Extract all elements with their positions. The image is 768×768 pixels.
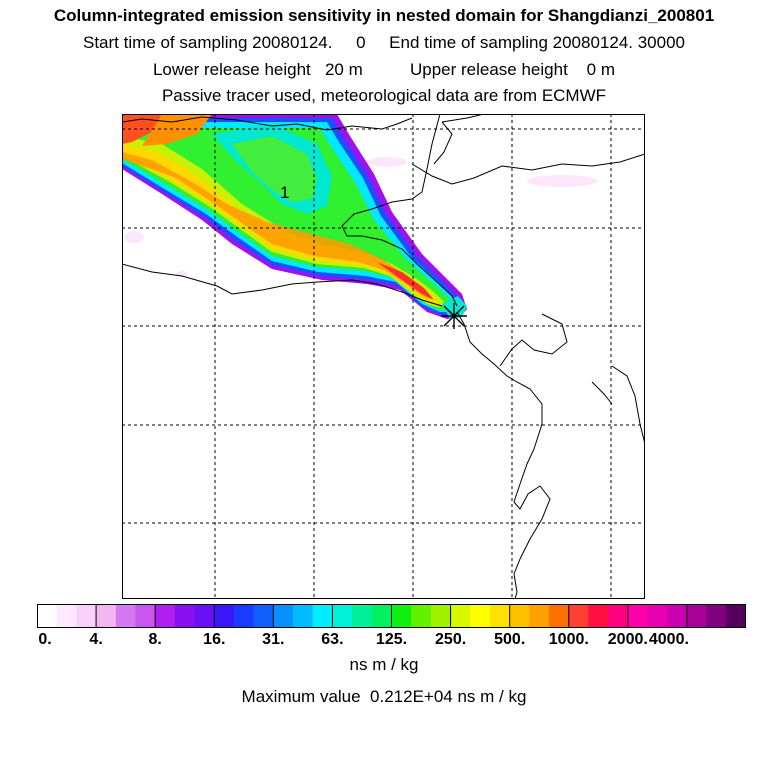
colorbar-tick-label: 250.	[435, 631, 467, 648]
colorbar-swatch	[726, 604, 746, 628]
colorbar-swatch	[489, 604, 511, 628]
emission-sensitivity-map: 1	[122, 114, 645, 599]
colorbar-swatch	[214, 604, 235, 628]
colorbar-swatch	[155, 604, 176, 628]
colorbar-swatch	[706, 604, 727, 628]
colorbar-swatch	[667, 604, 688, 628]
map-frame	[122, 114, 645, 599]
colorbar-swatch	[371, 604, 392, 628]
maximum-value: Maximum value 0.212E+04 ns m / kg	[241, 687, 527, 706]
colorbar-swatch	[37, 604, 58, 628]
colorbar-tick-label: 125.	[375, 631, 408, 648]
colorbar-tick-label: 31.	[262, 631, 285, 648]
sensitivity-plume	[122, 114, 467, 319]
tracer-info-line: Passive tracer used, meteorological data…	[161, 86, 607, 105]
colorbar-tick-label: 0.	[38, 631, 52, 648]
release-height-line: Lower release height 20 m Upper release …	[152, 60, 616, 79]
colorbar-tick-label: 16.	[203, 631, 226, 648]
colorbar-swatch	[233, 604, 255, 628]
colorbar-tick-label: 4000.	[648, 631, 689, 648]
colorbar-swatch	[686, 604, 708, 628]
colorbar-tick-label: 4.	[89, 631, 103, 648]
colorbar-swatch	[293, 604, 314, 628]
contour-label: 1	[280, 183, 289, 202]
colorbar-tick-label: 63.	[321, 631, 344, 648]
colorbar-tick-label: 8.	[148, 631, 162, 648]
colorbar-swatch	[76, 604, 97, 628]
colorbar-swatch	[568, 604, 589, 628]
colorbar-tick-label: 2000.	[607, 631, 648, 648]
colorbar-swatch	[430, 604, 452, 628]
sampling-time-line: Start time of sampling 20080124. 0 End t…	[83, 33, 685, 52]
colorbar-swatch	[253, 604, 274, 628]
colorbar-swatch	[56, 604, 77, 628]
colorbar-swatch	[470, 604, 491, 628]
colorbar-swatch	[174, 604, 196, 628]
colorbar-swatch	[647, 604, 668, 628]
colorbar-swatch	[332, 604, 353, 628]
colorbar-swatch	[549, 604, 570, 628]
lat-lon-grid	[122, 114, 645, 599]
colorbar-swatch	[529, 604, 550, 628]
colorbar-swatch	[135, 604, 156, 628]
station-star-icon	[441, 303, 467, 329]
low-sensitivity-patches	[124, 157, 597, 277]
colorbar-swatch	[509, 604, 530, 628]
colorbar-tick-label: 500.	[494, 631, 526, 648]
colorbar-swatch	[391, 604, 412, 628]
coastlines	[122, 114, 645, 599]
colorbar-swatch	[115, 604, 136, 628]
colorbar-swatch	[588, 604, 609, 628]
colorbar-tick-label: 1000.	[548, 631, 589, 648]
colorbar-swatch	[450, 604, 471, 628]
colorbar	[37, 604, 746, 628]
colorbar-swatch	[273, 604, 294, 628]
plot-title: Column-integrated emission sensitivity i…	[53, 6, 715, 25]
colorbar-swatch	[312, 604, 333, 628]
colorbar-swatch	[627, 604, 649, 628]
colorbar-swatch	[411, 604, 432, 628]
colorbar-swatch	[96, 604, 117, 628]
colorbar-units: ns m / kg	[349, 655, 419, 674]
colorbar-swatch	[352, 604, 373, 628]
colorbar-swatch	[194, 604, 215, 628]
colorbar-border	[37, 604, 746, 628]
colorbar-swatch	[608, 604, 629, 628]
